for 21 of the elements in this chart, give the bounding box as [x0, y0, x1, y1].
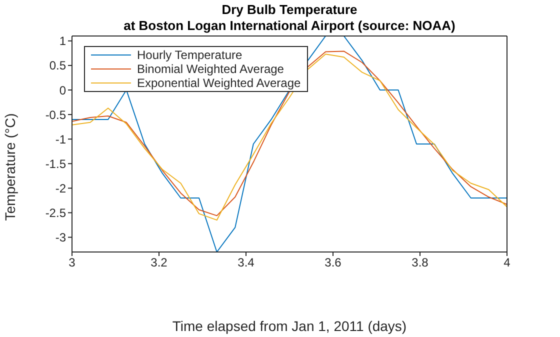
- x-tick-label: 3: [68, 256, 76, 270]
- x-tick-label: 4: [504, 256, 511, 270]
- x-tick-label: 3.8: [412, 256, 429, 270]
- y-tick-label: -1: [55, 132, 66, 146]
- y-tick-label: -0.5: [45, 108, 66, 122]
- legend-label: Hourly Temperature: [137, 48, 242, 62]
- y-tick-label: 1: [59, 34, 66, 48]
- y-tick-label: -2.5: [45, 206, 66, 220]
- y-tick-label: -1.5: [45, 156, 66, 171]
- legend-label: Binomial Weighted Average: [137, 62, 284, 76]
- x-axis-title: Time elapsed from Jan 1, 2011 (days): [171, 318, 408, 334]
- y-tick-label: 0: [59, 83, 66, 98]
- y-tick-label: -2: [55, 181, 66, 196]
- y-tick-label: 0.5: [49, 58, 66, 73]
- y-tick-label: -3: [55, 230, 66, 245]
- x-tick-label: 3.4: [238, 256, 255, 270]
- x-tick-label: 3.6: [324, 256, 342, 270]
- legend-label: Exponential Weighted Average: [137, 76, 301, 90]
- chart-title: Dry Bulb Temperature at Boston Logan International Airport (source: NOAA): [122, 2, 456, 34]
- x-tick-label: 3.2: [150, 256, 168, 270]
- y-axis-title: Temperature (°C): [2, 113, 18, 221]
